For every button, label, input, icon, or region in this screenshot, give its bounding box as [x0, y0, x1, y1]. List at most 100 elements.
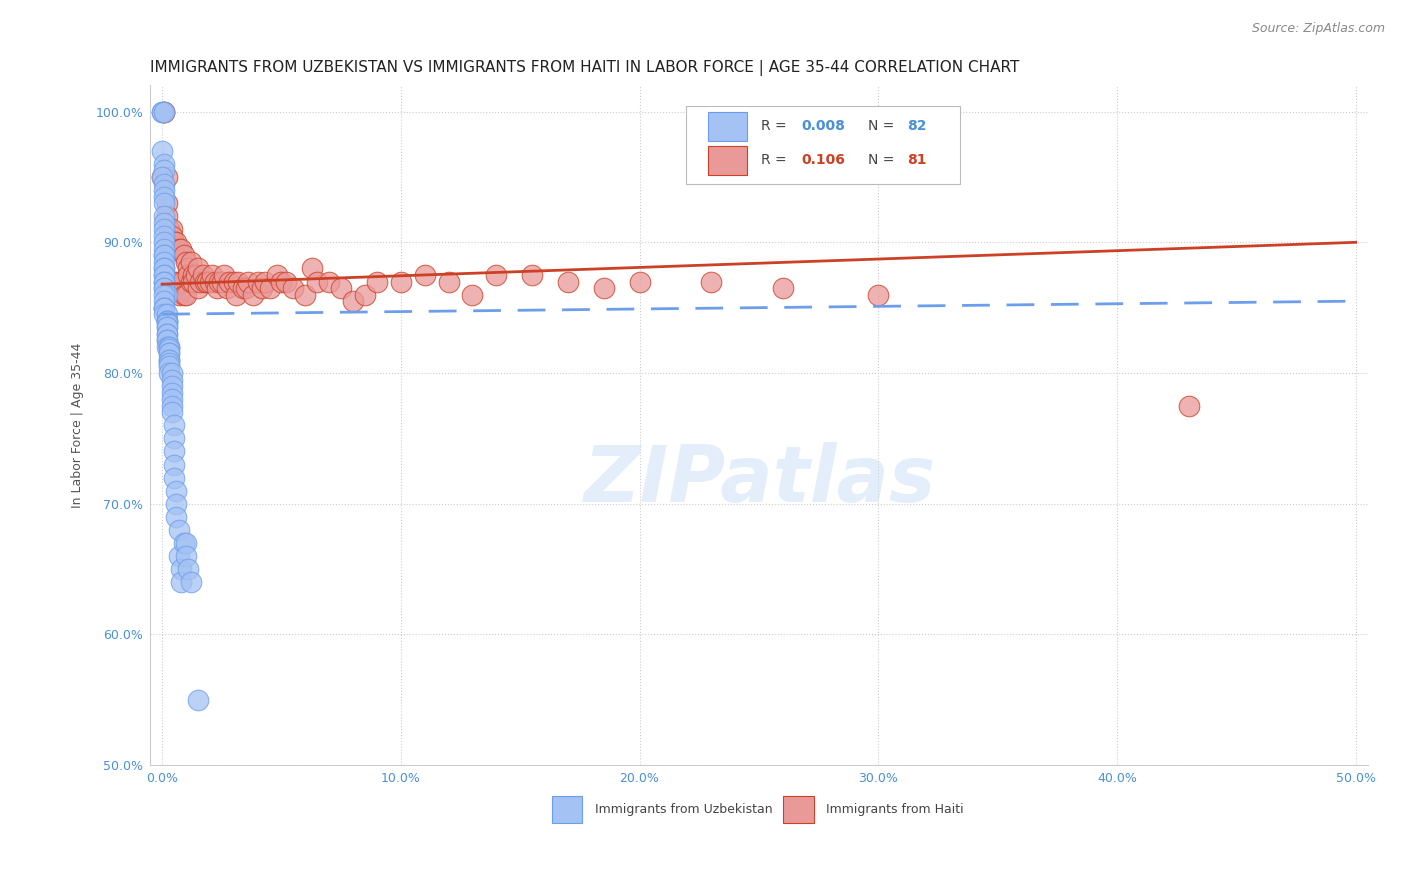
Point [153, 281, 176, 295]
Point [153, 255, 176, 269]
Point [868, 287, 890, 301]
Point [153, 163, 176, 178]
Point [153, 196, 176, 211]
Point [160, 385, 183, 400]
Point [156, 314, 179, 328]
Point [156, 320, 179, 334]
Point [174, 536, 197, 550]
Point [235, 281, 257, 295]
Point [160, 405, 183, 419]
Point [557, 275, 579, 289]
Text: Immigrants from Haiti: Immigrants from Haiti [825, 803, 963, 816]
Point [520, 268, 543, 282]
Point [153, 281, 176, 295]
Point [232, 281, 254, 295]
Point [165, 235, 187, 250]
Point [157, 346, 180, 360]
Point [177, 562, 200, 576]
Text: 82: 82 [907, 120, 927, 133]
Point [253, 275, 276, 289]
Point [153, 287, 176, 301]
Point [153, 261, 176, 276]
Point [153, 275, 176, 289]
Point [205, 281, 228, 295]
Point [156, 334, 179, 348]
Point [173, 536, 195, 550]
Point [165, 483, 187, 498]
Point [153, 301, 176, 315]
Point [153, 189, 176, 203]
Point [156, 287, 179, 301]
Point [194, 275, 217, 289]
Point [246, 275, 269, 289]
Point [276, 275, 298, 289]
Point [208, 275, 231, 289]
Point [177, 261, 200, 276]
Point [153, 216, 176, 230]
Point [160, 399, 183, 413]
Point [153, 104, 176, 119]
Point [153, 301, 176, 315]
Point [198, 275, 221, 289]
Point [301, 261, 323, 276]
Text: Immigrants from Uzbekistan: Immigrants from Uzbekistan [595, 803, 772, 816]
Point [160, 373, 183, 387]
Point [153, 228, 176, 243]
Point [153, 268, 176, 282]
Point [170, 275, 193, 289]
Point [153, 104, 176, 119]
Point [772, 281, 794, 295]
Point [165, 509, 187, 524]
Point [156, 314, 179, 328]
Point [157, 340, 180, 354]
Point [157, 359, 180, 374]
Point [184, 268, 207, 282]
Point [153, 261, 176, 276]
Point [197, 275, 219, 289]
Point [437, 275, 460, 289]
Point [163, 275, 186, 289]
Point [153, 209, 176, 223]
Point [150, 169, 173, 184]
Point [173, 287, 195, 301]
Point [156, 320, 179, 334]
Point [1177, 399, 1199, 413]
Point [215, 281, 238, 295]
Point [167, 523, 190, 537]
Bar [553, 796, 582, 822]
Point [157, 343, 180, 357]
Point [700, 275, 723, 289]
Point [165, 497, 187, 511]
Point [165, 275, 187, 289]
Point [236, 275, 259, 289]
Point [225, 287, 247, 301]
Point [163, 458, 186, 472]
Point [153, 268, 176, 282]
Point [413, 268, 436, 282]
Point [157, 366, 180, 380]
Point [187, 692, 209, 706]
Point [153, 183, 176, 197]
Point [157, 235, 180, 250]
Text: R =: R = [761, 153, 792, 167]
Point [153, 157, 176, 171]
Point [160, 392, 183, 406]
Point [342, 294, 364, 309]
Point [270, 275, 292, 289]
Point [389, 275, 412, 289]
Point [153, 235, 176, 250]
Point [366, 275, 388, 289]
Point [177, 268, 200, 282]
Point [167, 549, 190, 563]
Point [160, 379, 183, 393]
Point [283, 281, 305, 295]
Point [156, 326, 179, 341]
Text: IMMIGRANTS FROM UZBEKISTAN VS IMMIGRANTS FROM HAITI IN LABOR FORCE | AGE 35-44 C: IMMIGRANTS FROM UZBEKISTAN VS IMMIGRANTS… [150, 60, 1019, 76]
Text: N =: N = [869, 153, 900, 167]
Point [156, 314, 179, 328]
Y-axis label: In Labor Force | Age 35-44: In Labor Force | Age 35-44 [72, 343, 84, 508]
Point [150, 104, 173, 119]
Point [156, 326, 179, 341]
Point [187, 281, 209, 295]
Point [156, 307, 179, 321]
